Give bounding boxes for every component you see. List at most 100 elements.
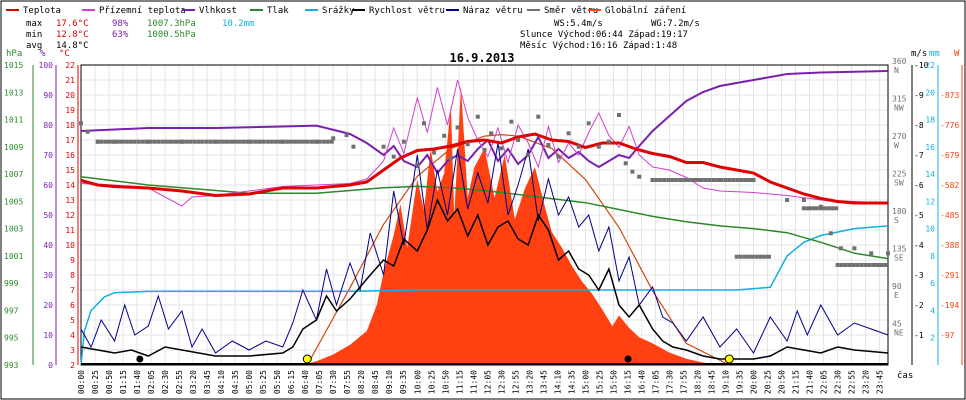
wind-dir-point <box>596 144 601 149</box>
tick-dir-label: W <box>894 141 899 150</box>
x-tick-label: 09:10 <box>385 370 394 394</box>
wind-dir-point <box>884 263 888 267</box>
tick-mm: 8 <box>930 252 935 261</box>
tick-pct: 80 <box>43 121 53 130</box>
wind-dir-point <box>762 254 767 259</box>
x-tick-label: 13:45 <box>539 370 548 394</box>
tick-ms: -4 <box>914 241 924 250</box>
wind-dir-point <box>650 178 655 182</box>
tick-pct: 10 <box>43 331 53 340</box>
wind-dir-point <box>743 178 748 182</box>
x-tick-label: 04:10 <box>217 370 226 394</box>
x-tick-label: 10:50 <box>441 370 450 394</box>
wind-dir-point <box>103 139 108 144</box>
tick-pct: 40 <box>43 241 53 250</box>
x-tick-label: 05:25 <box>259 370 268 394</box>
x-tick-label: 16:40 <box>637 370 646 394</box>
wind-dir-point <box>828 231 833 236</box>
tick-mm: 10 <box>925 225 935 234</box>
wind-dir-point <box>767 254 771 259</box>
moon-event-marker <box>136 355 144 363</box>
x-tick-label: 20:25 <box>764 370 773 394</box>
wind-dir-point <box>727 178 732 182</box>
x-tick-label: 12:05 <box>483 370 492 394</box>
wind-dir-point <box>329 139 334 144</box>
tick-hpa: 1005 <box>4 197 23 206</box>
wind-dir-point <box>871 263 876 267</box>
stats-block: max 17.6°C 98% 1007.3hPa 10.2mm min 12.8… <box>26 19 255 51</box>
tick-degc: 7 <box>70 286 75 295</box>
tick-degc: 6 <box>70 301 75 310</box>
wind-dir-point <box>785 198 790 202</box>
wind-dir-point <box>838 246 843 251</box>
wind-dir-point <box>576 144 581 149</box>
x-tick-label: 07:05 <box>315 370 324 394</box>
legend: Teplota Přízemní teplota Vlhkost Tlak Srážky… <box>6 6 686 16</box>
wind-dir-point <box>746 254 751 259</box>
legend-label-gust: Náraz větru <box>463 6 523 16</box>
wind-dir-point <box>224 139 229 144</box>
tick-pct: 70 <box>43 151 53 160</box>
tick-degc: 12 <box>65 211 75 220</box>
wind-dir-point <box>156 139 161 144</box>
x-tick-label: 05:00 <box>245 370 254 394</box>
stats-min-label: min <box>26 30 42 40</box>
wind-dir-point <box>180 139 185 144</box>
tick-dir-value: 45 <box>892 320 902 329</box>
wind-dir-point <box>556 154 561 159</box>
tick-ms: -2 <box>914 301 924 310</box>
wind-dir-point <box>107 139 112 144</box>
sun-event-marker <box>302 354 312 364</box>
tick-w: -679 <box>940 151 959 160</box>
tick-dir-label: NW <box>894 104 904 113</box>
wind-dir-point <box>546 143 551 147</box>
wind-dir-point <box>606 139 611 144</box>
tick-mm: 14 <box>925 170 935 179</box>
wind-dir-point <box>261 139 266 144</box>
wind-dir-point <box>723 178 728 182</box>
tick-degc: 9 <box>70 256 75 265</box>
wind-dir-point <box>422 121 426 126</box>
axes: 9939959979991001100310051007100910111013… <box>4 57 963 370</box>
x-tick-label: 09:35 <box>399 370 408 394</box>
tick-degc: 15 <box>65 166 75 175</box>
wind-dir-point <box>253 139 258 144</box>
x-tick-label: 11:40 <box>469 370 478 394</box>
tick-mm: 6 <box>930 279 935 288</box>
tick-degc: 8 <box>70 271 75 280</box>
tick-ms: -8 <box>914 121 924 130</box>
wind-dir-point <box>148 139 153 144</box>
tick-mm: 4 <box>930 306 935 315</box>
wind-dir-point <box>830 206 835 211</box>
wind-dir-point <box>859 263 864 267</box>
tick-mm: 18 <box>925 116 935 125</box>
wind-dir-point <box>309 139 314 144</box>
wind-dir-point <box>826 206 831 211</box>
legend-label-wind: Rychlost větru <box>369 6 445 16</box>
x-tick-label: 23:45 <box>876 370 885 394</box>
tick-hpa: 1001 <box>4 252 23 261</box>
wind-dir-point <box>265 139 270 144</box>
x-tick-label: 10:25 <box>427 370 436 394</box>
wind-dir-point <box>85 129 90 134</box>
wind-dir-point <box>313 139 318 144</box>
axis-unit-cas: čas <box>897 370 913 381</box>
x-tick-label: 08:20 <box>357 370 366 394</box>
wind-dir-point <box>164 139 169 144</box>
wind-dir-point <box>229 139 233 144</box>
x-tick-label: 23:20 <box>862 370 871 394</box>
wind-dir-point <box>691 178 695 182</box>
wind-dir-point <box>204 139 209 144</box>
tick-pct: 90 <box>43 91 53 100</box>
legend-label-solar: Globální záření <box>605 6 686 16</box>
info-wg: WG:7.2m/s <box>651 19 700 29</box>
wind-dir-point <box>317 139 322 144</box>
x-tick-label: 22:30 <box>834 370 843 394</box>
info-block: WS:5.4m/s WG:7.2m/s Slunce Východ:06:44 … <box>520 19 700 51</box>
tick-pct: 20 <box>43 301 53 310</box>
wind-dir-point <box>758 254 763 259</box>
wind-dir-point <box>482 148 487 152</box>
wind-dir-point <box>455 125 460 130</box>
wind-dir-point <box>617 113 621 117</box>
